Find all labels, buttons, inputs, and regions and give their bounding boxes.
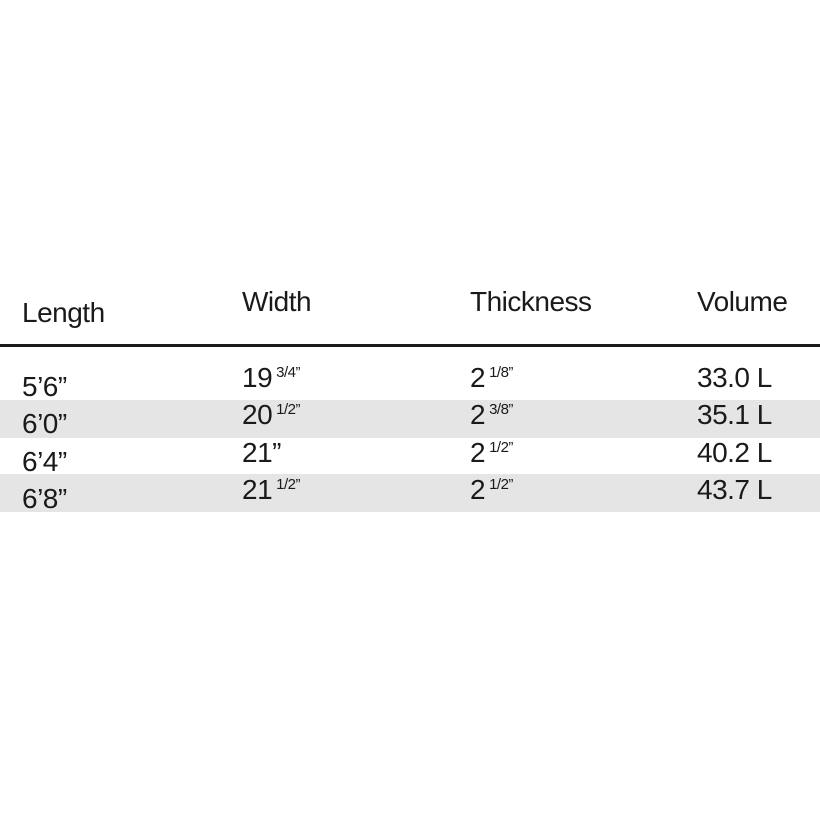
fraction: 3/4” [276,364,301,381]
row-stripe [0,400,820,438]
value: 6’8” [22,483,67,514]
fraction: 1/2” [489,439,513,456]
value: 40.2 L [697,437,772,468]
fraction: 1/8” [489,364,513,381]
value: 5’6” [22,371,67,402]
value: 35.1 L [697,399,772,430]
cell-width: 19 3/4” [242,362,301,393]
row-stripe [0,474,820,512]
fraction: 1/2” [276,476,301,493]
value: 21 [242,474,273,505]
header-thickness: Thickness [470,286,592,317]
header-divider [0,344,820,347]
cell-length: 5’6” [22,373,67,401]
cell-length: 6’0” [22,410,67,438]
cell-width: 20 1/2” [242,399,301,430]
header-length: Length [22,297,105,328]
cell-length: 6’8” [22,485,67,513]
cell-thickness: 2 1/2” [470,439,513,467]
cell-volume: 40.2 L [697,439,772,467]
value: 6’4” [22,446,67,477]
fraction: 1/2” [489,476,513,493]
fraction: 1/2” [276,401,301,418]
value: 43.7 L [697,474,772,505]
value: 33.0 L [697,362,772,393]
cell-length: 6’4” [22,448,67,476]
cell-thickness: 2 1/2” [470,476,513,504]
cell-volume: 35.1 L [697,401,772,429]
value: 2 [470,399,486,430]
cell-volume: 33.0 L [697,364,772,392]
value: 19 [242,362,273,393]
header-width: Width [242,286,312,317]
value: 20 [242,399,273,430]
value: 21” [242,437,281,468]
fraction: 3/8” [489,401,513,418]
header-volume: Volume [697,286,788,317]
cell-thickness: 2 3/8” [470,401,513,429]
cell-thickness: 2 1/8” [470,364,513,392]
value: 2 [470,474,486,505]
value: 6’0” [22,408,67,439]
cell-width: 21” [242,439,285,467]
cell-volume: 43.7 L [697,476,772,504]
value: 2 [470,437,486,468]
value: 2 [470,362,486,393]
cell-width: 21 1/2” [242,474,301,505]
